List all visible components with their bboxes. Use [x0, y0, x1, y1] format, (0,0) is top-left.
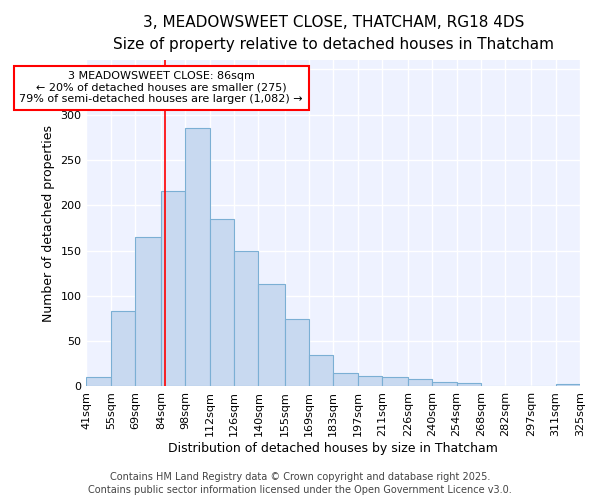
Title: 3, MEADOWSWEET CLOSE, THATCHAM, RG18 4DS
Size of property relative to detached h: 3, MEADOWSWEET CLOSE, THATCHAM, RG18 4DS… — [113, 15, 554, 52]
Bar — [309, 354, 333, 386]
Bar — [135, 237, 161, 386]
Bar — [284, 318, 309, 386]
Bar — [333, 373, 358, 386]
Bar — [234, 250, 259, 386]
Bar — [556, 384, 580, 386]
Bar — [111, 312, 135, 386]
X-axis label: Distribution of detached houses by size in Thatcham: Distribution of detached houses by size … — [168, 442, 498, 455]
Bar — [161, 191, 185, 386]
Bar — [408, 379, 432, 386]
Bar — [457, 383, 481, 386]
Bar — [358, 376, 382, 386]
Text: 3 MEADOWSWEET CLOSE: 86sqm
← 20% of detached houses are smaller (275)
79% of sem: 3 MEADOWSWEET CLOSE: 86sqm ← 20% of deta… — [19, 71, 303, 104]
Bar — [432, 382, 457, 386]
Y-axis label: Number of detached properties: Number of detached properties — [42, 125, 55, 322]
Bar — [382, 378, 408, 386]
Bar — [86, 378, 111, 386]
Bar — [259, 284, 284, 386]
Bar — [185, 128, 210, 386]
Text: Contains HM Land Registry data © Crown copyright and database right 2025.
Contai: Contains HM Land Registry data © Crown c… — [88, 472, 512, 495]
Bar — [210, 219, 234, 386]
